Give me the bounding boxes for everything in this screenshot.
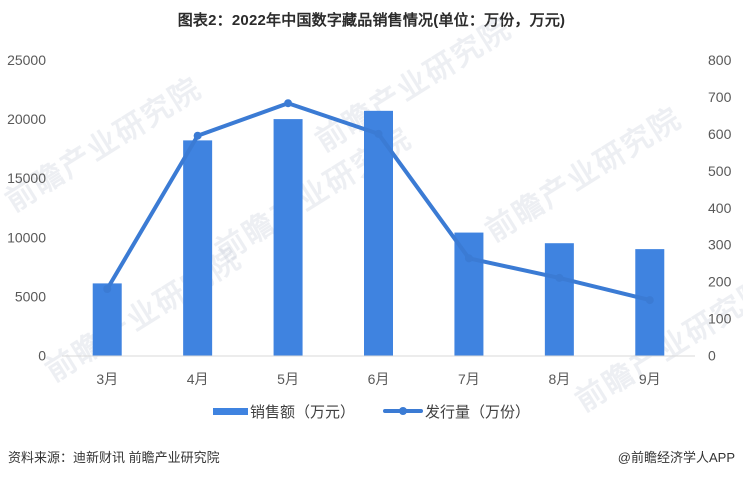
issuance-marker[interactable] xyxy=(193,131,202,140)
left-axis-tick: 15000 xyxy=(7,170,46,186)
legend-item-issuance[interactable]: 发行量（万份） xyxy=(383,400,530,422)
issuance-marker[interactable] xyxy=(555,273,564,282)
x-axis-label: 5月 xyxy=(277,371,299,387)
issuance-marker[interactable] xyxy=(645,296,654,305)
left-axis-tick: 25000 xyxy=(7,52,46,68)
legend-label-issuance: 发行量（万份） xyxy=(425,403,531,421)
x-axis-label: 3月 xyxy=(96,371,118,387)
right-axis-tick: 100 xyxy=(708,311,732,327)
sales-bar[interactable] xyxy=(273,119,303,356)
issuance-marker[interactable] xyxy=(103,285,112,294)
right-axis-tick: 0 xyxy=(708,348,716,364)
sales-bar[interactable] xyxy=(364,110,393,356)
right-axis-tick: 700 xyxy=(708,89,732,105)
right-axis-tick: 400 xyxy=(708,200,732,216)
sales-bar[interactable] xyxy=(454,232,484,356)
issuance-marker[interactable] xyxy=(284,99,293,108)
source-note: 资料来源：迪新财讯 前瞻产业研究院 xyxy=(8,450,220,465)
line-marker-swatch-icon xyxy=(383,400,423,422)
issuance-marker[interactable] xyxy=(374,129,383,138)
left-axis-tick: 10000 xyxy=(7,229,46,245)
x-axis-label: 8月 xyxy=(548,371,570,387)
chart-title: 图表2：2022年中国数字藏品销售情况(单位：万份，万元) xyxy=(177,12,566,29)
sales-bar[interactable] xyxy=(183,140,213,356)
legend-item-sales[interactable]: 销售额（万元） xyxy=(213,400,355,422)
left-axis-tick: 0 xyxy=(38,348,46,364)
sales-bar[interactable] xyxy=(92,283,122,356)
right-axis-tick: 300 xyxy=(708,237,732,253)
right-axis-tick: 800 xyxy=(708,52,732,68)
x-axis-label: 9月 xyxy=(639,371,661,387)
right-axis-tick: 600 xyxy=(708,126,732,142)
legend: 销售额（万元） 发行量（万份） xyxy=(0,400,743,422)
bar-swatch-icon xyxy=(213,407,248,415)
x-axis-label: 6月 xyxy=(368,371,390,387)
sales-bar[interactable] xyxy=(544,243,574,356)
x-axis-label: 4月 xyxy=(187,371,209,387)
right-axis-tick: 500 xyxy=(708,163,732,179)
legend-label-sales: 销售额（万元） xyxy=(250,403,356,421)
credit-note: @前瞻经济学人APP xyxy=(617,450,735,465)
left-axis-tick: 5000 xyxy=(15,288,46,304)
right-axis-tick: 200 xyxy=(708,274,732,290)
issuance-marker[interactable] xyxy=(464,254,473,263)
x-axis-label: 7月 xyxy=(458,371,480,387)
left-axis-tick: 20000 xyxy=(7,111,46,127)
